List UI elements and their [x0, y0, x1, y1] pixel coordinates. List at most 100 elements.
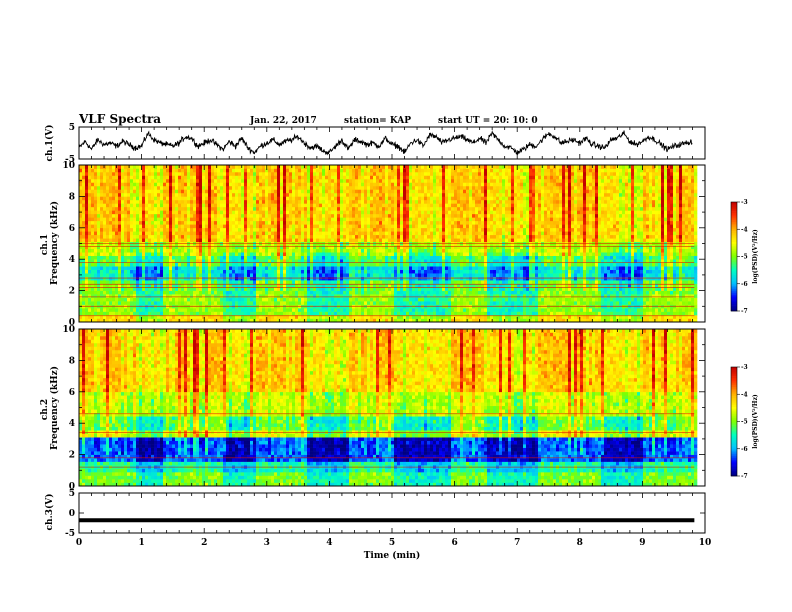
- spectrogram-cell: [334, 280, 337, 284]
- spectrogram-cell: [199, 228, 202, 232]
- spectrogram-cell: [229, 203, 232, 207]
- spectrogram-cell: [148, 175, 151, 179]
- spectrogram-cell: [229, 280, 232, 284]
- spectrogram-cell: [373, 217, 376, 221]
- spectrogram-cell: [391, 294, 394, 298]
- spectrogram-cell: [295, 196, 298, 200]
- spectrogram-cell: [178, 270, 181, 274]
- spectrogram-cell: [298, 196, 301, 200]
- spectrogram-cell: [175, 231, 178, 235]
- spectrogram-cell: [130, 301, 133, 305]
- spectrogram-cell: [220, 168, 223, 172]
- spectrogram-cell: [232, 175, 235, 179]
- spectrogram-cell: [328, 256, 331, 260]
- spectrogram-cell: [121, 175, 124, 179]
- spectrogram-cell: [142, 221, 145, 225]
- spectrogram-cell: [325, 277, 328, 281]
- spectrogram-cell: [298, 186, 301, 190]
- spectrogram-cell: [178, 221, 181, 225]
- spectrogram-cell: [82, 186, 85, 190]
- spectrogram-cell: [355, 238, 358, 242]
- spectrogram-cell: [313, 214, 316, 218]
- spectrogram-cell: [268, 221, 271, 225]
- spectrogram-cell: [217, 280, 220, 284]
- spectrogram-cell: [268, 182, 271, 186]
- spectrogram-cell: [91, 189, 94, 193]
- spectrogram-cell: [100, 270, 103, 274]
- spectrogram-cell: [139, 221, 142, 225]
- spectrogram-cell: [361, 196, 364, 200]
- spectrogram-cell: [349, 273, 352, 277]
- spectrogram-cell: [271, 186, 274, 190]
- spectrogram-cell: [97, 182, 100, 186]
- spectrogram-cell: [127, 252, 130, 256]
- spectrogram-cell: [256, 291, 259, 295]
- spectrogram-cell: [259, 182, 262, 186]
- spectrogram-cell: [322, 224, 325, 228]
- spectrogram-cell: [82, 263, 85, 267]
- spectrogram-cell: [100, 238, 103, 242]
- spectrogram-cell: [184, 196, 187, 200]
- spectrogram-cell: [172, 273, 175, 277]
- spectrogram-cell: [334, 210, 337, 214]
- spectrogram-cell: [160, 308, 163, 312]
- spectrogram-cell: [331, 301, 334, 305]
- spectrogram-cell: [133, 221, 136, 225]
- spectrogram-cell: [295, 256, 298, 260]
- spectrogram-cell: [259, 249, 262, 253]
- spectrogram-cell: [112, 203, 115, 207]
- spectrogram-cell: [394, 291, 397, 295]
- spectrogram-cell: [277, 217, 280, 221]
- spectrogram-cell: [196, 165, 199, 169]
- spectrogram-cell: [106, 186, 109, 190]
- spectrogram-cell: [82, 182, 85, 186]
- spectrogram-cell: [142, 168, 145, 172]
- spectrogram-cell: [262, 301, 265, 305]
- spectrogram-cell: [307, 210, 310, 214]
- spectrogram-cell: [319, 165, 322, 169]
- spectrogram-cell: [346, 270, 349, 274]
- spectrogram-cell: [301, 214, 304, 218]
- spectrogram-cell: [379, 291, 382, 295]
- spectrogram-cell: [376, 200, 379, 204]
- spectrogram-cell: [331, 273, 334, 277]
- spectrogram-cell: [169, 312, 172, 316]
- spectrogram-cell: [151, 252, 154, 256]
- spectrogram-cell: [97, 280, 100, 284]
- spectrogram-cell: [136, 298, 139, 302]
- spectrogram-cell: [220, 193, 223, 197]
- spectrogram-cell: [364, 179, 367, 183]
- spectrogram-cell: [217, 203, 220, 207]
- spectrogram-cell: [283, 203, 286, 207]
- spectrogram-cell: [331, 294, 334, 298]
- spectrogram-cell: [130, 172, 133, 176]
- spectrogram-cell: [232, 270, 235, 274]
- spectrogram-cell: [310, 214, 313, 218]
- spectrogram-cell: [217, 263, 220, 267]
- spectrogram-cell: [124, 207, 127, 211]
- spectrogram-cell: [124, 294, 127, 298]
- spectrogram-cell: [145, 238, 148, 242]
- spectrogram-cell: [217, 273, 220, 277]
- spectrogram-cell: [214, 256, 217, 260]
- spectrogram-cell: [367, 298, 370, 302]
- spectrogram-cell: [214, 186, 217, 190]
- spectrogram-cell: [184, 308, 187, 312]
- spectrogram-cell: [379, 186, 382, 190]
- spectrogram-cell: [238, 182, 241, 186]
- spectrogram-cell: [376, 245, 379, 249]
- spectrogram-cell: [370, 189, 373, 193]
- spectrogram-cell: [172, 256, 175, 260]
- spectrogram-cell: [121, 214, 124, 218]
- spectrogram-cell: [376, 252, 379, 256]
- spectrogram-cell: [229, 214, 232, 218]
- spectrogram-cell: [394, 263, 397, 267]
- spectrogram-cell: [238, 312, 241, 316]
- spectrogram-cell: [103, 179, 106, 183]
- spectrogram-cell: [145, 186, 148, 190]
- spectrogram-cell: [88, 214, 91, 218]
- spectrogram-cell: [250, 294, 253, 298]
- spectrogram-cell: [256, 200, 259, 204]
- spectrogram-cell: [163, 168, 166, 172]
- spectrogram-cell: [295, 224, 298, 228]
